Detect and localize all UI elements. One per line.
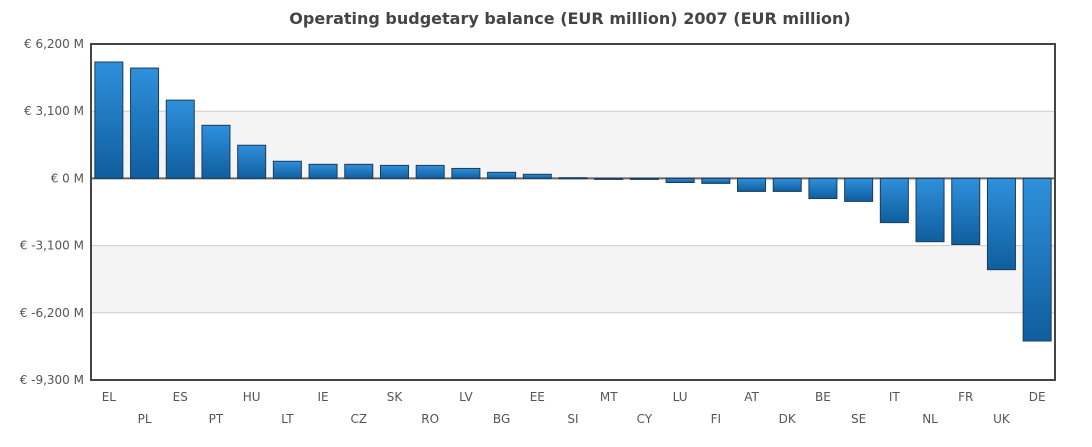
plot-band bbox=[91, 245, 1055, 313]
plot-frame bbox=[90, 43, 1056, 381]
bar-DE bbox=[1022, 177, 1052, 342]
bar-ES bbox=[165, 99, 195, 179]
bar-BG bbox=[487, 171, 517, 179]
x-category-label: EL bbox=[102, 390, 117, 404]
bar-FR bbox=[951, 177, 981, 246]
x-category-label: HU bbox=[243, 390, 261, 404]
y-tick-label: € 6,200 M bbox=[24, 37, 84, 51]
bar-SK bbox=[379, 164, 409, 179]
x-category-label: UK bbox=[993, 412, 1011, 426]
x-category-label: BG bbox=[493, 412, 510, 426]
bar-NL bbox=[915, 177, 945, 243]
x-category-label: DE bbox=[1029, 390, 1046, 404]
x-category-label: SE bbox=[851, 412, 866, 426]
bar-AT bbox=[737, 177, 767, 192]
x-category-label: SK bbox=[387, 390, 404, 404]
x-category-label: MT bbox=[600, 390, 618, 404]
x-category-label: PL bbox=[138, 412, 152, 426]
x-category-label: SI bbox=[567, 412, 578, 426]
bar-LT bbox=[272, 160, 302, 179]
bar-RO bbox=[415, 164, 445, 179]
bar-EE bbox=[522, 173, 552, 179]
bar-SI bbox=[558, 177, 588, 180]
x-category-label: AT bbox=[744, 390, 759, 404]
bar-IE bbox=[308, 163, 338, 179]
x-category-label: BE bbox=[815, 390, 831, 404]
x-category-label: CZ bbox=[350, 412, 367, 426]
plot-band bbox=[91, 111, 1055, 179]
x-category-label: NL bbox=[922, 412, 938, 426]
bar-FI bbox=[701, 177, 731, 184]
bar-LV bbox=[451, 167, 481, 179]
x-category-label: LV bbox=[459, 390, 473, 404]
bar-BE bbox=[808, 177, 838, 200]
y-tick-label: € 0 M bbox=[51, 171, 84, 185]
x-category-label: LT bbox=[281, 412, 294, 426]
x-category-label: LU bbox=[673, 390, 688, 404]
chart-title: Operating budgetary balance (EUR million… bbox=[289, 9, 850, 28]
y-tick-label: € 3,100 M bbox=[24, 104, 84, 118]
bar-CZ bbox=[344, 163, 374, 179]
bar-PT bbox=[201, 124, 231, 179]
y-tick-label: € -6,200 M bbox=[20, 306, 84, 320]
x-category-label: CY bbox=[637, 412, 653, 426]
y-tick-label: € -3,100 M bbox=[20, 239, 84, 253]
x-category-label: FR bbox=[958, 390, 973, 404]
bar-PL bbox=[130, 67, 160, 179]
x-category-label: FI bbox=[711, 412, 721, 426]
y-tick-label: € -9,300 M bbox=[20, 373, 84, 387]
x-category-label: IT bbox=[889, 390, 901, 404]
bar-HU bbox=[237, 144, 267, 179]
bar-SE bbox=[844, 177, 874, 202]
bar-LU bbox=[665, 177, 695, 184]
x-category-label: DK bbox=[779, 412, 797, 426]
x-category-label: EE bbox=[530, 390, 545, 404]
x-category-label: RO bbox=[421, 412, 439, 426]
bar-CY bbox=[629, 177, 659, 180]
bar-EL bbox=[94, 61, 124, 179]
x-category-label: ES bbox=[173, 390, 188, 404]
bar-IT bbox=[879, 177, 909, 224]
bar-DK bbox=[772, 177, 802, 192]
bar-MT bbox=[594, 177, 624, 180]
bar-UK bbox=[986, 177, 1016, 271]
x-category-label: PT bbox=[209, 412, 224, 426]
x-category-label: IE bbox=[318, 390, 329, 404]
